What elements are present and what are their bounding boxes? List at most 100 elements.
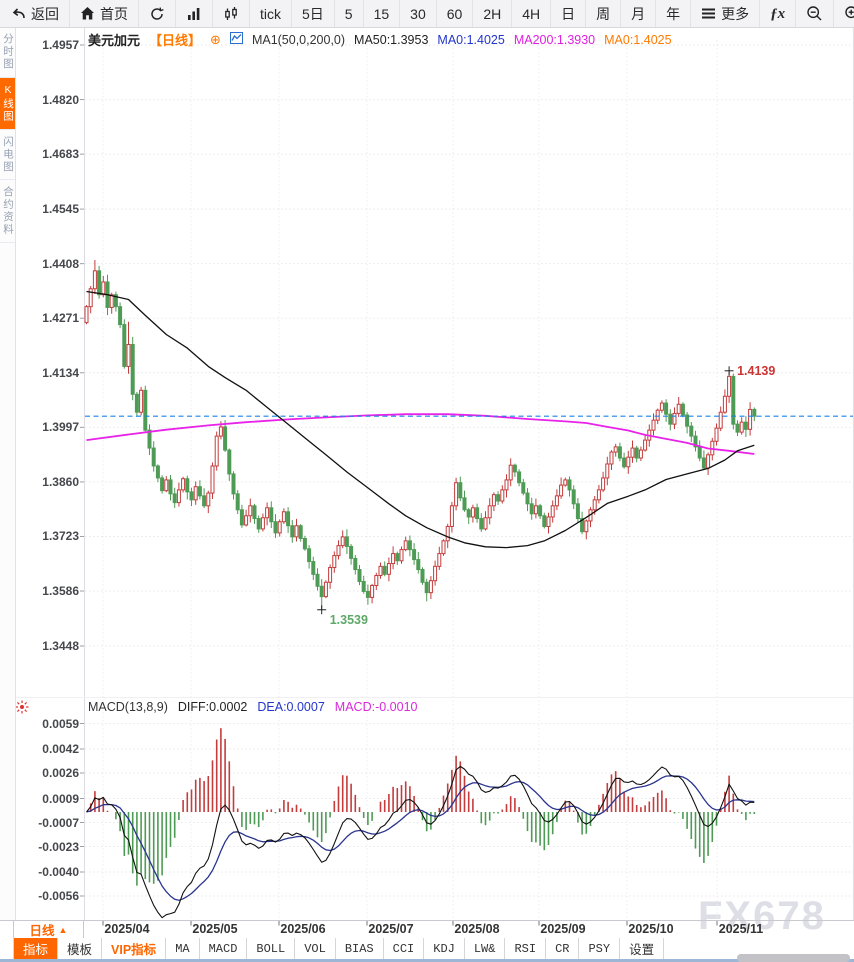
refresh-icon [149,6,165,22]
plot-borders [15,27,854,926]
tab-MACD[interactable]: MACD [200,938,248,959]
bar-chart-icon [186,6,202,21]
macd-axis-label: -0.0056 [38,889,79,903]
toolbar-yearly-button[interactable]: 年 [656,0,692,27]
toolbar-5day-button[interactable]: 5日 [292,0,335,27]
timeframe-selector[interactable]: 日线 ▲ [13,921,84,938]
toolbar-label: 4H [522,5,541,22]
price-axis-label: 1.3586 [42,584,79,599]
ma50-line [86,290,755,549]
window-bottom-edge [0,959,854,962]
toolbar-back-button[interactable]: 返回 [0,0,70,27]
month-label: 2025/10 [628,922,674,936]
sidebar-item-闪电图[interactable]: 闪电图 [0,130,15,180]
price-axis-label: 1.3997 [42,420,79,435]
toolbar-home-button[interactable]: 首页 [70,0,139,27]
toolbar-label: 2H [483,5,502,22]
price-axis-label: 1.3723 [42,529,79,544]
toolbar-refresh-button[interactable] [139,0,176,27]
month-label: 2025/04 [104,922,150,936]
toolbar-label: 日 [561,5,576,22]
toolbar-daily-button[interactable]: 日 [551,0,587,27]
ma-settings-label[interactable]: MA1(50,0,200,0) [251,32,346,47]
symbol-header: 美元加元 【日线】 ⊕ MA1(50,0,200,0) MA50:1.3953 … [88,30,672,49]
toolbar-label: tick [260,5,281,22]
toolbar-min30-button[interactable]: 30 [400,0,437,27]
toolbar-label: 15 [373,5,390,22]
tab-KDJ[interactable]: KDJ [424,938,465,959]
toolbar-trend-chart-button[interactable] [176,0,213,27]
sidebar-item-K线图[interactable]: K线图 [0,77,15,130]
indicator-settings-icon[interactable] [15,700,29,719]
fx-icon: ƒx [770,5,786,22]
tab-MA[interactable]: MA [166,938,200,959]
toolbar-zoom-out-button[interactable] [796,0,835,27]
macd-axis-label: -0.0023 [38,839,79,854]
svg-text:1.3539: 1.3539 [330,613,368,627]
price-axis-label: 1.3860 [42,474,79,489]
indicator-tab-bar: 指标 模板 VIP指标 MA MACD BOLL VOL BIAS CCI KDJ LW& RSI CR… [0,938,854,960]
svg-text:1.4139: 1.4139 [737,364,775,378]
tab-BOLL[interactable]: BOLL [247,938,296,959]
toolbar-tick-button[interactable]: tick [250,0,292,27]
sidebar-item-分时图[interactable]: 分时图 [0,27,15,78]
toolbar-zoom-in-button[interactable] [834,0,854,27]
macd-hist-value: MACD:-0.0010 [334,700,418,714]
timeframe-tag: 【日线】 [149,33,202,48]
macd-axis-label: -0.0007 [38,815,79,830]
toolbar-min5-button[interactable]: 5 [335,0,364,27]
zoom-in-icon [844,5,854,22]
menu-icon [701,7,716,20]
macd-params-label[interactable]: MACD(13,8,9) [88,700,168,714]
macd-header: MACD(13,8,9) DIFF:0.0002 DEA:0.0007 MACD… [88,700,417,714]
price-axis-label: 1.4683 [42,147,79,162]
tab-CR[interactable]: CR [546,938,580,959]
toolbar-label: 月 [631,5,646,22]
price-axis-label: 1.4820 [42,92,79,107]
ma0-blue-value: MA0:1.4025 [437,32,505,47]
toolbar-candle-chart-button[interactable] [213,0,250,27]
toolbar-label: 更多 [721,5,750,22]
toolbar-hour2-button[interactable]: 2H [473,0,513,27]
horizontal-scrollbar-thumb[interactable] [737,954,850,962]
tab-PSY[interactable]: PSY [579,938,621,959]
price-axis-label: 1.4408 [42,256,79,271]
price-axis-label: 1.4545 [42,202,79,217]
month-label: 2025/05 [192,922,238,936]
tab-CCI[interactable]: CCI [384,938,425,959]
tab-设置[interactable]: 设置 [620,938,665,959]
tab-指标[interactable]: 指标 [13,938,59,959]
toolbar-min15-button[interactable]: 15 [364,0,401,27]
toolbar-hour4-button[interactable]: 4H [512,0,552,27]
price-axis-label: 1.4134 [42,365,79,380]
sidebar-item-合约资料[interactable]: 合约资料 [0,180,15,243]
tab-模板[interactable]: 模板 [58,938,103,959]
tab-LW&[interactable]: LW& [465,938,506,959]
price-axis-label: 1.4271 [42,311,79,326]
month-label: 2025/06 [280,922,326,936]
toolbar-label: 返回 [31,5,59,22]
month-label: 2025/08 [454,922,500,936]
ma50-value: MA50:1.3953 [354,32,429,47]
high-annotation: 1.4139 [724,364,775,378]
tab-RSI[interactable]: RSI [505,938,547,959]
toolbar-label: 5日 [302,5,324,22]
toolbar-more-button[interactable]: 更多 [691,0,761,27]
tab-VOL[interactable]: VOL [295,938,336,959]
tab-VIP指标[interactable]: VIP指标 [102,938,167,959]
toolbar-label: 周 [596,5,611,22]
toolbar-indicator-fx-button[interactable]: ƒx [760,0,797,27]
toolbar-label: 30 [410,5,426,22]
toolbar-weekly-button[interactable]: 周 [586,0,622,27]
macd-diff-line [86,765,755,919]
ma0-orange-value: MA0:1.4025 [604,32,672,47]
toolbar-min60-button[interactable]: 60 [437,0,474,27]
add-favorite-icon[interactable]: ⊕ [210,31,221,47]
price-axis-label: 1.4957 [42,38,79,52]
macd-histogram [89,728,756,886]
tab-BIAS[interactable]: BIAS [336,938,384,959]
candlestick-series [84,260,757,610]
month-label: 2025/11 [718,922,764,936]
toolbar-monthly-button[interactable]: 月 [621,0,657,27]
